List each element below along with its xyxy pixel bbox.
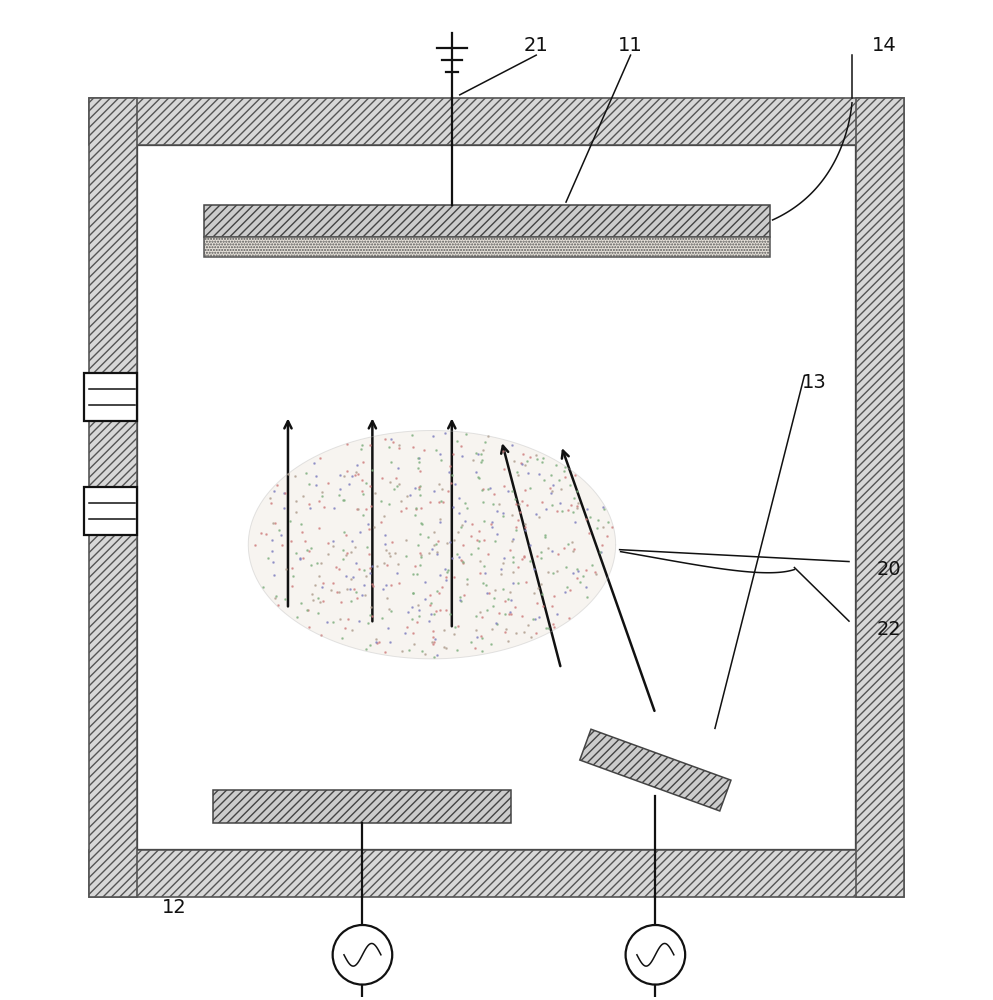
Bar [856, 98, 904, 897]
Text: 22: 22 [877, 620, 901, 639]
Bar [137, 145, 856, 850]
Ellipse shape [248, 430, 616, 659]
Bar [89, 98, 137, 897]
Bar [204, 205, 770, 237]
Bar [84, 487, 137, 535]
Bar [89, 850, 904, 897]
Text: 11: 11 [619, 36, 642, 55]
Text: 20: 20 [877, 560, 901, 579]
Bar [213, 790, 511, 823]
Bar [204, 237, 770, 257]
Bar [89, 98, 904, 145]
Text: 21: 21 [524, 36, 548, 55]
Text: 14: 14 [872, 36, 896, 55]
Text: 12: 12 [162, 898, 186, 917]
Text: 13: 13 [802, 373, 826, 392]
Polygon shape [580, 729, 731, 811]
Bar [84, 373, 137, 421]
